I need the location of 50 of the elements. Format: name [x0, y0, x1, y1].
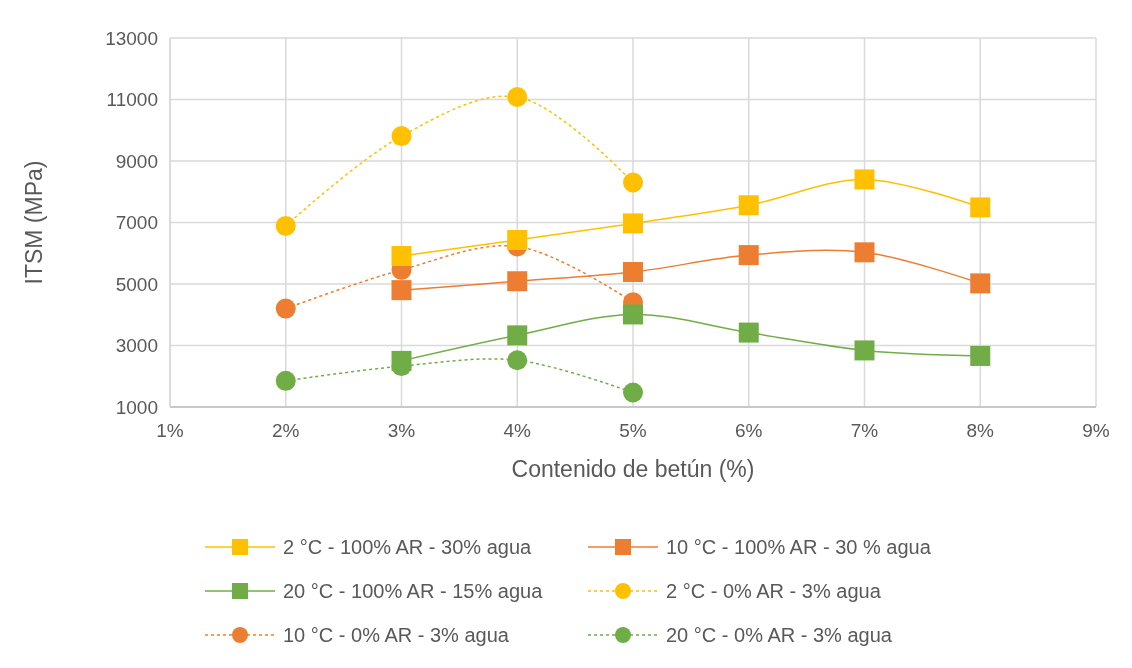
legend-label: 10 °C - 0% AR - 3% agua [283, 624, 510, 646]
point [854, 340, 875, 361]
point [275, 215, 296, 236]
y-tick-label: 1000 [115, 396, 158, 418]
point [738, 322, 759, 343]
point [623, 262, 643, 283]
point [970, 345, 991, 366]
x-tick-label: 7% [850, 420, 879, 441]
y-tick-label: 9000 [115, 150, 158, 172]
legend-label: 20 °C - 100% AR - 15% agua [283, 580, 544, 602]
x-axis-title: Contenido de betún (%) [511, 456, 755, 482]
point [507, 87, 528, 108]
y-tick-label: 7000 [115, 212, 158, 234]
point [507, 325, 528, 346]
point [623, 172, 643, 193]
legend-label: 2 °C - 0% AR - 3% agua [666, 580, 882, 602]
y-axis-title: ITSM (MPa) [21, 160, 47, 285]
point [507, 271, 528, 292]
point [391, 126, 412, 147]
point [738, 195, 759, 216]
y-tick-label: 13000 [105, 27, 158, 49]
x-tick-label: 3% [387, 420, 416, 441]
x-tick-label: 8% [966, 420, 995, 441]
point [507, 230, 528, 251]
point [275, 370, 296, 391]
y-tick-label: 3000 [115, 335, 158, 357]
point [507, 350, 528, 371]
point [970, 197, 991, 218]
point [854, 242, 875, 263]
point [275, 298, 296, 319]
x-tick-label: 6% [735, 420, 763, 441]
legend-label: 2 °C - 100% AR - 30% agua [283, 536, 533, 558]
point [738, 245, 759, 266]
point [623, 213, 643, 234]
x-tick-label: 5% [619, 420, 647, 441]
point [854, 169, 875, 190]
point [623, 382, 643, 403]
point [391, 246, 412, 267]
x-tick-label: 4% [503, 420, 532, 441]
x-tick-label: 9% [1082, 420, 1110, 441]
x-tick-label: 2% [272, 420, 300, 441]
y-tick-label: 5000 [115, 273, 158, 295]
point [623, 304, 643, 325]
x-tick-label: 1% [156, 420, 184, 441]
point [970, 273, 991, 294]
point [391, 350, 412, 371]
point [391, 280, 412, 301]
y-tick-label: 11000 [106, 89, 158, 111]
legend-label: 20 °C - 0% AR - 3% agua [666, 624, 893, 646]
legend-label: 10 °C - 100% AR - 30 % agua [666, 536, 932, 558]
